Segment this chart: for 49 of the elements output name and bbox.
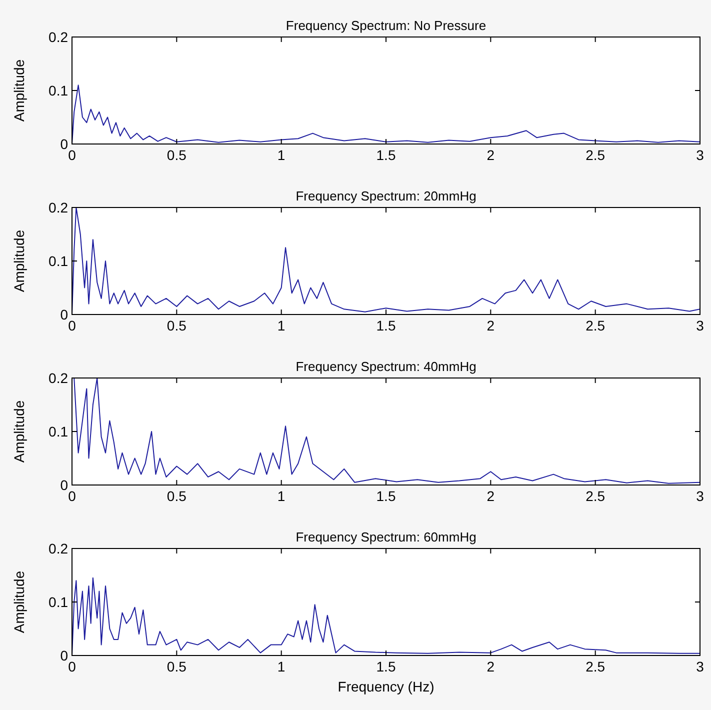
y-tick-label: 0.2 [48, 540, 68, 556]
y-tick-label: 0 [60, 306, 68, 322]
y-tick-label: 0.1 [48, 82, 68, 98]
x-tick-label: 3 [696, 147, 704, 163]
chart-title: Frequency Spectrum: 60mmHg [296, 530, 476, 544]
y-tick-label: 0 [60, 136, 68, 152]
x-tick-label: 2 [486, 318, 495, 334]
y-tick-label: 0.2 [48, 200, 68, 216]
x-tick-label: 0.5 [166, 658, 187, 674]
y-tick-label: 0 [60, 648, 68, 664]
line-series [72, 84, 700, 144]
x-tick-label: 2.5 [586, 147, 606, 163]
line-series [72, 208, 700, 314]
x-tick-label: 2.5 [586, 658, 606, 674]
chart-title: Frequency Spectrum: 20mmHg [296, 188, 476, 204]
y-tick-label: 0 [60, 477, 68, 493]
x-tick-label: 1 [277, 658, 286, 674]
y-tick-label: 0.1 [48, 253, 68, 269]
x-tick-label: 2 [486, 488, 495, 504]
x-tick-label: 3 [696, 318, 704, 334]
x-tick-label: 2 [486, 147, 495, 163]
chart-title: Frequency Spectrum: 40mmHg [296, 359, 476, 374]
y-tick-label: 0.2 [48, 370, 68, 386]
x-tick-label: 0.5 [166, 318, 187, 334]
y-tick-label: 0.1 [48, 424, 68, 440]
y-axis-title: Amplitude [11, 400, 27, 463]
x-tick-label: 3 [696, 658, 704, 674]
y-axis-title: Amplitude [11, 570, 27, 634]
x-tick-label: 2.5 [586, 488, 606, 504]
line-series [74, 378, 700, 484]
y-axis-title: Amplitude [11, 230, 27, 292]
x-tick-label: 1.5 [376, 488, 396, 504]
x-tick-label: 1.5 [376, 147, 396, 163]
x-tick-label: 2.5 [586, 318, 606, 334]
x-tick-label: 1 [277, 147, 286, 163]
x-tick-label: 3 [696, 488, 704, 504]
chart-title: Frequency Spectrum: No Pressure [286, 18, 486, 33]
x-tick-label: 1.5 [376, 318, 396, 334]
y-tick-label: 0.1 [48, 594, 68, 610]
y-axis-title: Amplitude [11, 59, 27, 122]
line-series [72, 577, 700, 656]
x-tick-label: 2 [486, 658, 495, 674]
x-tick-label: 1 [277, 488, 286, 504]
y-tick-label: 0.2 [48, 29, 68, 45]
x-tick-label: 0.5 [166, 147, 187, 163]
x-tick-label: 0.5 [166, 488, 187, 504]
x-axis-title: Frequency (Hz) [338, 678, 434, 694]
x-tick-label: 1.5 [376, 658, 396, 674]
x-tick-label: 1 [277, 318, 286, 334]
